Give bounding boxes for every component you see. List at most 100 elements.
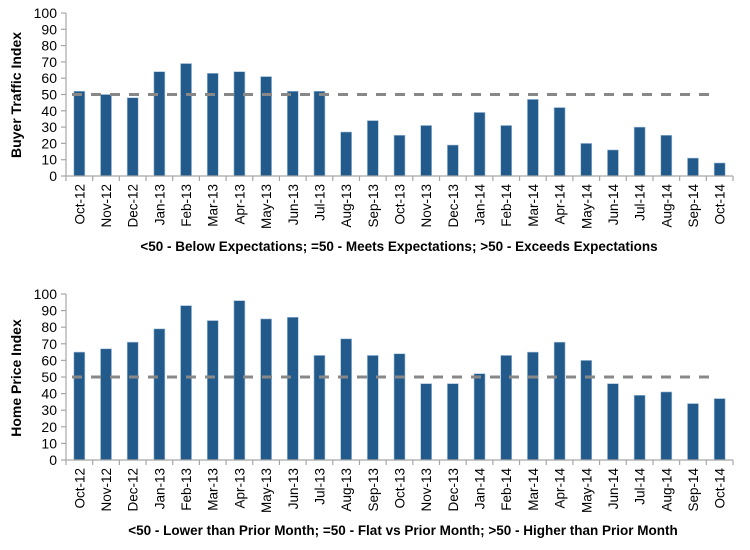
- x-tick-label: Oct-13: [393, 184, 408, 225]
- x-tick-label: Dec-13: [446, 184, 461, 228]
- buyer-traffic-chart: Buyer Traffic Index <50 - Below Expectat…: [8, 5, 734, 254]
- bar-jan-14: [473, 373, 486, 461]
- bar-sep-13: [367, 355, 379, 461]
- x-tick-label: May-14: [579, 184, 594, 230]
- bar-apr-14: [553, 341, 566, 461]
- x-tick-label: Jul-14: [633, 468, 648, 505]
- x-tick-label: Dec-12: [126, 184, 141, 228]
- bar-jul-14: [633, 394, 646, 461]
- bar-feb-13: [180, 63, 192, 177]
- y-tick-label: 90: [41, 21, 57, 37]
- x-tick-label: Jul-13: [312, 468, 327, 505]
- x-tick-label: May-13: [259, 468, 274, 513]
- bar-jan-13: [153, 71, 166, 177]
- bar-jun-14: [607, 149, 619, 177]
- x-tick-label: Aug-13: [339, 468, 354, 512]
- x-tick-label: Aug-14: [659, 184, 674, 228]
- x-tick-label: Apr-13: [232, 468, 247, 509]
- x-tick-label: Sep-14: [686, 468, 701, 512]
- x-tick-label: Nov-13: [419, 184, 434, 228]
- x-tick-label: Apr-14: [553, 184, 568, 225]
- bar-jul-13: [313, 90, 326, 177]
- bar-feb-14: [500, 355, 513, 461]
- x-tick-label: Dec-12: [126, 468, 141, 512]
- y-tick-label: 10: [41, 152, 57, 168]
- bar-jan-13: [153, 328, 166, 461]
- y-tick-label: 40: [41, 386, 57, 402]
- bar-mar-13: [206, 320, 219, 461]
- x-tick-label: Nov-12: [99, 468, 114, 512]
- bar-sep-14: [687, 403, 699, 461]
- x-tick-label: Apr-13: [232, 184, 247, 225]
- bar-jul-14: [633, 126, 646, 177]
- x-tick-label: Mar-14: [526, 468, 541, 511]
- x-tick-label: Feb-14: [499, 184, 514, 227]
- bar-nov-13: [420, 383, 432, 461]
- bar-apr-14: [553, 107, 566, 177]
- bar-feb-13: [180, 305, 192, 461]
- bar-oct-12: [73, 90, 86, 177]
- bar-may-14: [580, 143, 593, 177]
- x-tick-label: Jun-13: [286, 468, 301, 509]
- y-tick-label: 50: [41, 87, 57, 103]
- bar-apr-13: [233, 71, 246, 177]
- x-tick-label: Aug-14: [659, 468, 674, 512]
- y-tick-label: 100: [34, 5, 58, 21]
- y-tick-label: 80: [41, 319, 57, 335]
- x-tick-label: May-13: [259, 184, 274, 229]
- y-tick-label: 40: [41, 103, 57, 119]
- x-tick-label: Nov-12: [99, 184, 114, 228]
- x-tick-label: Jun-14: [606, 184, 621, 226]
- x-tick-label: Jul-13: [312, 184, 327, 221]
- x-tick-label: Oct-13: [393, 468, 408, 509]
- bar-may-13: [260, 318, 272, 461]
- bar-aug-14: [660, 391, 673, 461]
- x-tick-label: Jul-14: [633, 184, 648, 221]
- bar-dec-13: [447, 144, 459, 177]
- x-tick-label: Jan-14: [473, 468, 488, 510]
- x-tick-label: Feb-13: [179, 468, 194, 511]
- y-tick-label: 90: [41, 303, 57, 319]
- home-price-chart: Home Price Index <50 - Lower than Prior …: [8, 286, 734, 538]
- y-tick-label: 60: [41, 352, 57, 368]
- bar-aug-14: [660, 134, 673, 177]
- bar-oct-13: [393, 134, 406, 177]
- x-tick-label: Nov-13: [419, 468, 434, 512]
- bar-feb-14: [500, 125, 513, 177]
- y-tick-label: 30: [41, 119, 57, 135]
- x-tick-label: Sep-14: [686, 184, 701, 228]
- y-tick-label: 30: [41, 402, 57, 418]
- bar-mar-14: [527, 351, 539, 461]
- x-axis-subtitle: <50 - Below Expectations; =50 - Meets Ex…: [140, 239, 657, 254]
- bar-jul-13: [313, 355, 326, 461]
- x-tick-label: Jun-13: [286, 184, 301, 225]
- bar-dec-12: [126, 97, 139, 177]
- x-tick-label: Sep-13: [366, 468, 381, 512]
- y-tick-label: 70: [41, 54, 57, 70]
- y-axis-title: Buyer Traffic Index: [8, 32, 24, 158]
- bar-nov-12: [100, 94, 112, 177]
- x-tick-label: Oct-14: [713, 468, 728, 509]
- x-tick-label: Jan-13: [152, 468, 167, 509]
- bar-jun-13: [286, 90, 299, 177]
- x-tick-label: Oct-14: [713, 184, 728, 225]
- bar-sep-14: [687, 157, 699, 177]
- x-tick-label: Feb-13: [179, 184, 194, 227]
- x-tick-label: May-14: [579, 468, 594, 514]
- x-tick-label: Mar-13: [206, 468, 221, 511]
- x-tick-label: Aug-13: [339, 184, 354, 228]
- x-tick-label: Mar-13: [206, 184, 221, 227]
- y-tick-label: 0: [49, 452, 57, 468]
- bar-mar-14: [527, 99, 539, 177]
- x-tick-label: Oct-12: [72, 184, 87, 225]
- x-tick-label: Mar-14: [526, 184, 541, 227]
- y-axis-title: Home Price Index: [8, 319, 24, 437]
- bar-jun-13: [286, 316, 299, 461]
- bar-oct-14: [713, 162, 726, 177]
- x-tick-label: Apr-14: [553, 468, 568, 509]
- y-tick-label: 20: [41, 135, 57, 151]
- x-tick-label: Feb-14: [499, 468, 514, 511]
- bar-oct-12: [73, 351, 86, 461]
- y-tick-label: 50: [41, 369, 57, 385]
